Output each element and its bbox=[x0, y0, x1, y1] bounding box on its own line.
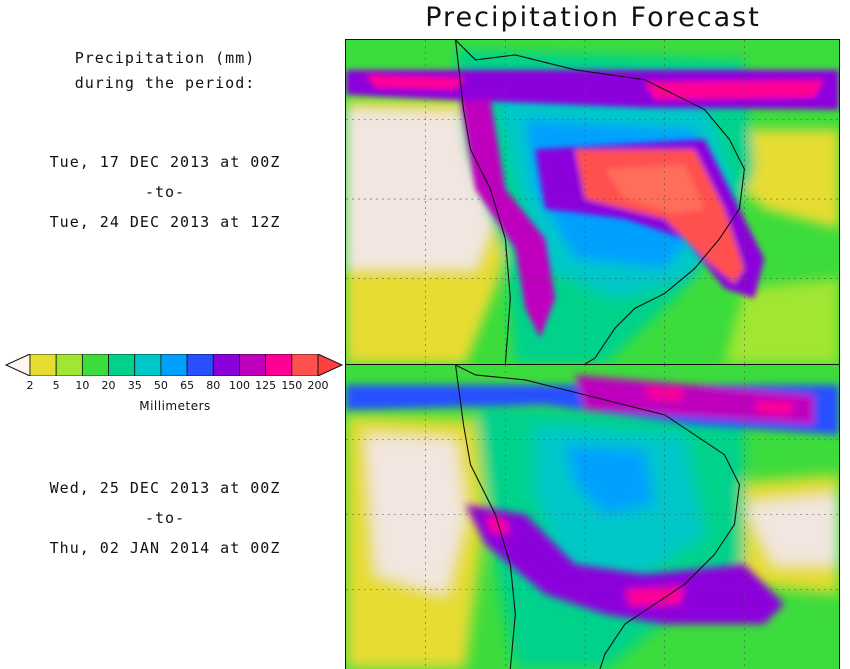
legend-label: 200 bbox=[307, 379, 329, 392]
legend-colorbar bbox=[4, 354, 344, 376]
legend-swatch bbox=[212, 354, 240, 376]
map-panel-period2 bbox=[345, 364, 840, 669]
legend-label: 65 bbox=[180, 379, 195, 392]
period2-separator: -to- bbox=[144, 509, 186, 527]
legend-below-arrow bbox=[4, 354, 31, 376]
legend-swatch bbox=[186, 354, 214, 376]
legend-label: 150 bbox=[281, 379, 303, 392]
legend-label: 125 bbox=[255, 379, 277, 392]
legend-label: 2 bbox=[26, 379, 34, 392]
legend-label: 80 bbox=[206, 379, 221, 392]
legend-swatch bbox=[265, 354, 293, 376]
legend-swatch bbox=[81, 354, 109, 376]
coastline bbox=[455, 40, 745, 364]
legend-swatch bbox=[239, 354, 267, 376]
period1-end: Tue, 24 DEC 2013 at 12Z bbox=[49, 213, 281, 231]
page-title: Precipitation Forecast bbox=[425, 2, 761, 33]
legend-label: 10 bbox=[75, 379, 90, 392]
period2-end: Thu, 02 JAN 2014 at 00Z bbox=[49, 539, 281, 557]
legend-swatch bbox=[29, 354, 57, 376]
legend-swatch bbox=[160, 354, 188, 376]
legend-swatch bbox=[55, 354, 83, 376]
legend-swatch bbox=[108, 354, 136, 376]
legend-label: 5 bbox=[52, 379, 60, 392]
legend-label: 50 bbox=[153, 379, 168, 392]
map-panel-period1 bbox=[345, 39, 840, 365]
legend-label: 20 bbox=[101, 379, 116, 392]
legend-above-arrow bbox=[317, 354, 344, 376]
legend-title: Millimeters bbox=[139, 399, 211, 413]
coastline bbox=[455, 365, 740, 669]
legend-label: 35 bbox=[127, 379, 142, 392]
legend-swatch bbox=[134, 354, 162, 376]
period2-start: Wed, 25 DEC 2013 at 00Z bbox=[49, 479, 281, 497]
subtitle-line-2: during the period: bbox=[74, 74, 256, 92]
period1-separator: -to- bbox=[144, 183, 186, 201]
graticule bbox=[346, 365, 839, 669]
subtitle-line-1: Precipitation (mm) bbox=[74, 49, 256, 67]
period1-start: Tue, 17 DEC 2013 at 00Z bbox=[49, 153, 281, 171]
legend-swatch bbox=[291, 354, 319, 376]
graticule bbox=[346, 40, 839, 364]
legend-label: 100 bbox=[228, 379, 250, 392]
